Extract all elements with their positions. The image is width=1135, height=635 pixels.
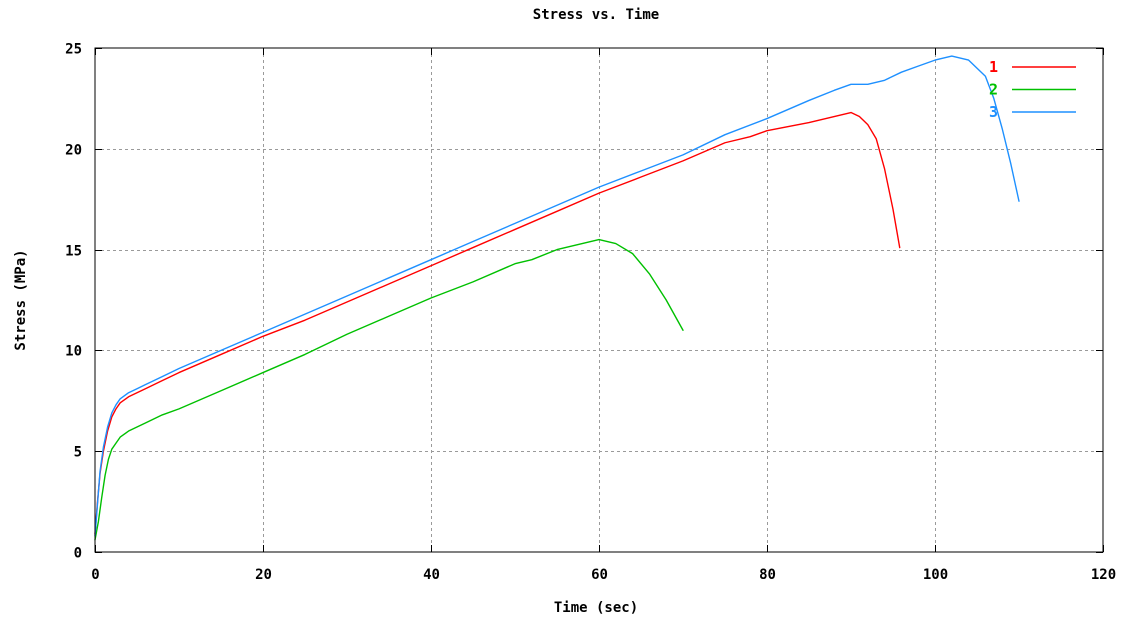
axis-ticks: 0 5 10 15 20 25 0 20 40 60 80 100 120 bbox=[65, 42, 1116, 584]
x-axis-label: Time (sec) bbox=[554, 600, 638, 616]
x-tick-label: 100 bbox=[923, 567, 948, 583]
chart-legend: 1 2 3 bbox=[989, 58, 1076, 121]
y-tick-label: 0 bbox=[74, 546, 82, 562]
plot-frame bbox=[94, 47, 1104, 553]
series-3-line bbox=[94, 55, 1020, 537]
y-tick-label: 5 bbox=[74, 445, 82, 461]
legend-item-2: 2 bbox=[989, 81, 1076, 99]
y-tick-label: 25 bbox=[65, 42, 82, 58]
legend-label: 1 bbox=[989, 58, 998, 76]
series-1-line bbox=[94, 111, 901, 535]
y-axis-label: Stress (MPa) bbox=[13, 249, 29, 350]
y-tick-label: 15 bbox=[65, 244, 82, 260]
legend-item-3: 3 bbox=[989, 103, 1076, 121]
x-tick-label: 0 bbox=[91, 567, 99, 583]
grid-lines bbox=[95, 48, 1103, 552]
chart-title: Stress vs. Time bbox=[533, 7, 659, 23]
x-tick-label: 80 bbox=[759, 567, 776, 583]
x-tick-label: 40 bbox=[423, 567, 440, 583]
x-tick-label: 20 bbox=[255, 567, 272, 583]
series-lines bbox=[94, 55, 1020, 541]
legend-item-1: 1 bbox=[989, 58, 1076, 76]
series-2-line bbox=[94, 238, 684, 541]
legend-label: 2 bbox=[989, 81, 998, 99]
legend-label: 3 bbox=[989, 103, 998, 121]
y-tick-label: 10 bbox=[65, 344, 82, 360]
x-tick-label: 120 bbox=[1091, 567, 1116, 583]
y-tick-label: 20 bbox=[65, 143, 82, 159]
x-tick-label: 60 bbox=[591, 567, 608, 583]
